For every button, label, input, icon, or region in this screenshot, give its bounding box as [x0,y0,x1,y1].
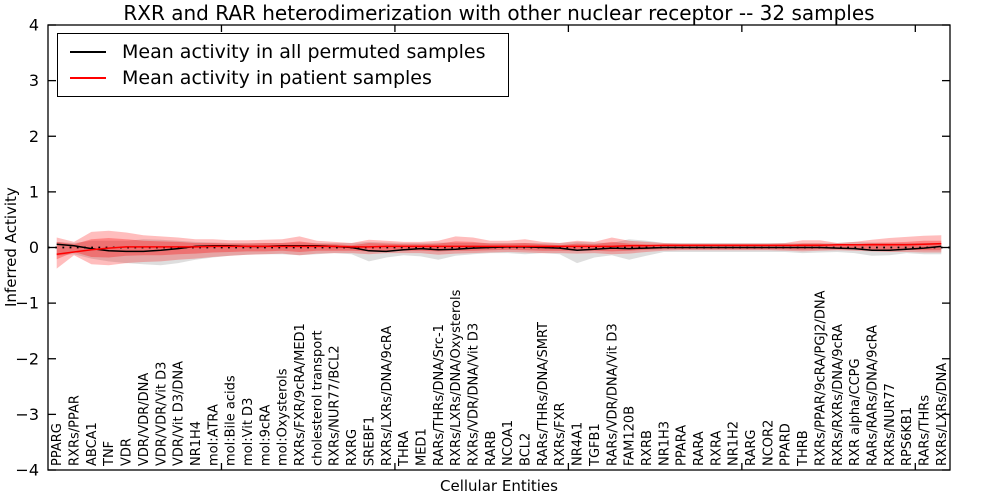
x-category-label: RXRs/VDR/DNA/Vit D3 [467,323,482,466]
legend-item-patient: Mean activity in patient samples [70,67,496,89]
x-category-label: RXRA [709,431,724,466]
permuted-line-sample [70,51,106,53]
y-tick-label: 1 [29,182,39,201]
legend-item-permuted: Mean activity in all permuted samples [70,41,496,63]
x-category-label: RXRs/FXR [553,402,568,466]
x-category-label: MED1 [414,428,429,466]
y-tick-label: −1 [15,294,39,313]
legend-label-permuted: Mean activity in all permuted samples [122,41,486,63]
x-category-label: RXRs/RXRs/DNA/9cRA [831,324,846,466]
x-category-label: NCOA1 [501,420,516,466]
patient-line-sample [70,77,106,79]
x-category-label: RXR alpha/CCPG [848,358,863,466]
x-category-label: TNF [102,441,117,467]
x-category-label: THRB [796,430,811,467]
x-category-label: RXRs/LXRs/DNA [935,363,950,466]
x-category-label: RPS6KB1 [900,407,915,466]
x-category-label: RARG [744,429,759,466]
x-category-label: PPARA [675,425,690,466]
x-category-label: BCL2 [519,433,534,466]
x-category-label: RARs/THRs/DNA/Src-1 [432,324,447,466]
x-category-label: mol:Vit D3 [241,398,256,466]
x-category-label: FAM120B [623,406,638,466]
x-category-label: RARA [692,431,707,466]
x-category-label: RXRs/PPAR/9cRA/PGJ2/DNA [813,290,828,466]
x-category-label: VDR/Vit D3/DNA [172,361,187,466]
x-category-label: VDR/VDR/DNA [137,373,152,466]
series-line-1 [56,242,942,255]
y-tick-label: 0 [29,238,39,257]
patient-samples-range-inner-band [56,238,942,260]
x-category-label: RXRB [640,430,655,466]
y-tick-label: −4 [15,461,39,480]
x-category-label: VDR/VDR/Vit D3 [154,362,169,466]
x-category-label: RARs/THRs [918,395,933,466]
x-category-label: RXRs/FXR/9cRA/MED1 [293,323,308,466]
y-tick-label: 2 [29,127,39,146]
x-category-label: RXRG [345,429,360,466]
x-category-label: RXRs/PPAR [68,395,83,466]
y-tick-label: −3 [15,405,39,424]
x-category-label: mol:Bile acids [224,375,239,466]
x-category-label: RARs/RARs/DNA/9cRA [865,325,880,466]
x-category-label: NR4A1 [571,422,586,466]
patient-samples-range-outer-band [56,230,942,269]
x-category-label: mol:Oxysterols [276,368,291,466]
x-category-label: mol:ATRA [206,404,221,466]
x-category-label: NR1H2 [727,421,742,466]
x-category-label: RARs/THRs/DNA/SMRT [536,322,551,466]
x-category-label: NR1H4 [189,421,204,466]
x-category-label: PPARD [779,423,794,466]
x-category-label: mol:9cRA [258,404,273,466]
x-category-label: SREBF1 [362,416,377,466]
x-category-label: VDR [120,438,135,466]
chart-title: RXR and RAR heterodimerization with othe… [123,1,875,25]
x-category-label: ABCA1 [85,422,100,466]
y-tick-label: 3 [29,71,39,90]
y-tick-label: −2 [15,349,39,368]
x-category-label: RXRs/LXRs/DNA/Oxysterols [449,289,464,466]
x-axis-label: Cellular Entities [440,477,558,495]
y-tick-label: 4 [29,16,39,35]
x-category-label: RARs/VDR/DNA/Vit D3 [605,323,620,466]
x-category-label: TGFB1 [588,423,603,467]
x-category-label: RARB [484,431,499,466]
x-category-label: NCOR2 [761,420,776,466]
x-category-label: RXRs/LXRs/DNA/9cRA [380,326,395,466]
x-category-label: RXRs/NUR77/BCL2 [328,345,343,466]
x-category-label: THRA [397,431,412,467]
x-category-label: PPARG [50,423,65,466]
x-category-label: RXRs/NUR77 [883,383,898,466]
y-axis-label: Inferred Activity [2,187,20,308]
legend: Mean activity in all permuted samples Me… [57,33,509,97]
x-category-label: cholesterol transport [310,330,325,466]
legend-label-patient: Mean activity in patient samples [122,67,432,89]
x-category-label: NR1H3 [657,421,672,466]
